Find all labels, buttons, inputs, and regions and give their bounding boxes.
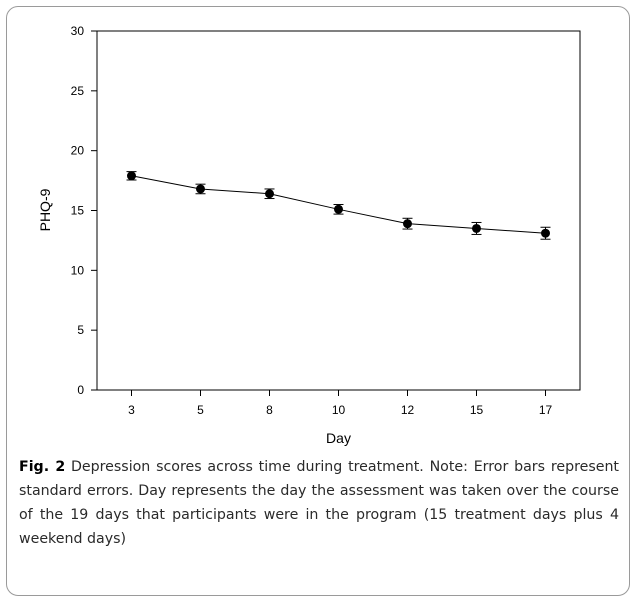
figure-caption: Fig. 2 Depression scores across time dur… bbox=[19, 455, 619, 551]
x-tick-label: 12 bbox=[401, 403, 415, 417]
y-tick-label: 25 bbox=[71, 84, 85, 98]
series-layer bbox=[126, 171, 551, 240]
caption-text: Depression scores across time during tre… bbox=[19, 459, 619, 547]
x-axis: 3 5 8 10 12 15 17 bbox=[128, 390, 552, 417]
x-axis-title: Day bbox=[326, 430, 351, 446]
data-point bbox=[265, 189, 274, 199]
y-tick-label: 30 bbox=[71, 24, 85, 38]
figure-label: Fig. 2 bbox=[19, 459, 66, 475]
y-tick-label: 0 bbox=[77, 383, 84, 397]
data-point bbox=[472, 223, 481, 233]
data-point bbox=[541, 228, 550, 238]
y-tick-label: 5 bbox=[77, 323, 84, 337]
x-tick-label: 15 bbox=[470, 403, 484, 417]
y-tick-label: 20 bbox=[71, 144, 85, 158]
x-tick-label: 8 bbox=[266, 403, 273, 417]
data-point bbox=[196, 184, 205, 194]
figure-frame bbox=[6, 6, 630, 596]
data-point bbox=[127, 171, 136, 181]
data-point bbox=[334, 204, 343, 214]
data-point bbox=[403, 219, 412, 229]
x-tick-label: 5 bbox=[197, 403, 204, 417]
y-axis-title: PHQ-9 bbox=[37, 188, 53, 231]
x-tick-label: 3 bbox=[128, 403, 135, 417]
x-tick-label: 10 bbox=[332, 403, 346, 417]
y-tick-label: 15 bbox=[71, 204, 85, 218]
x-tick-label: 17 bbox=[539, 403, 553, 417]
y-axis: 0 5 10 15 20 25 30 bbox=[71, 24, 97, 397]
y-tick-label: 10 bbox=[71, 263, 85, 277]
